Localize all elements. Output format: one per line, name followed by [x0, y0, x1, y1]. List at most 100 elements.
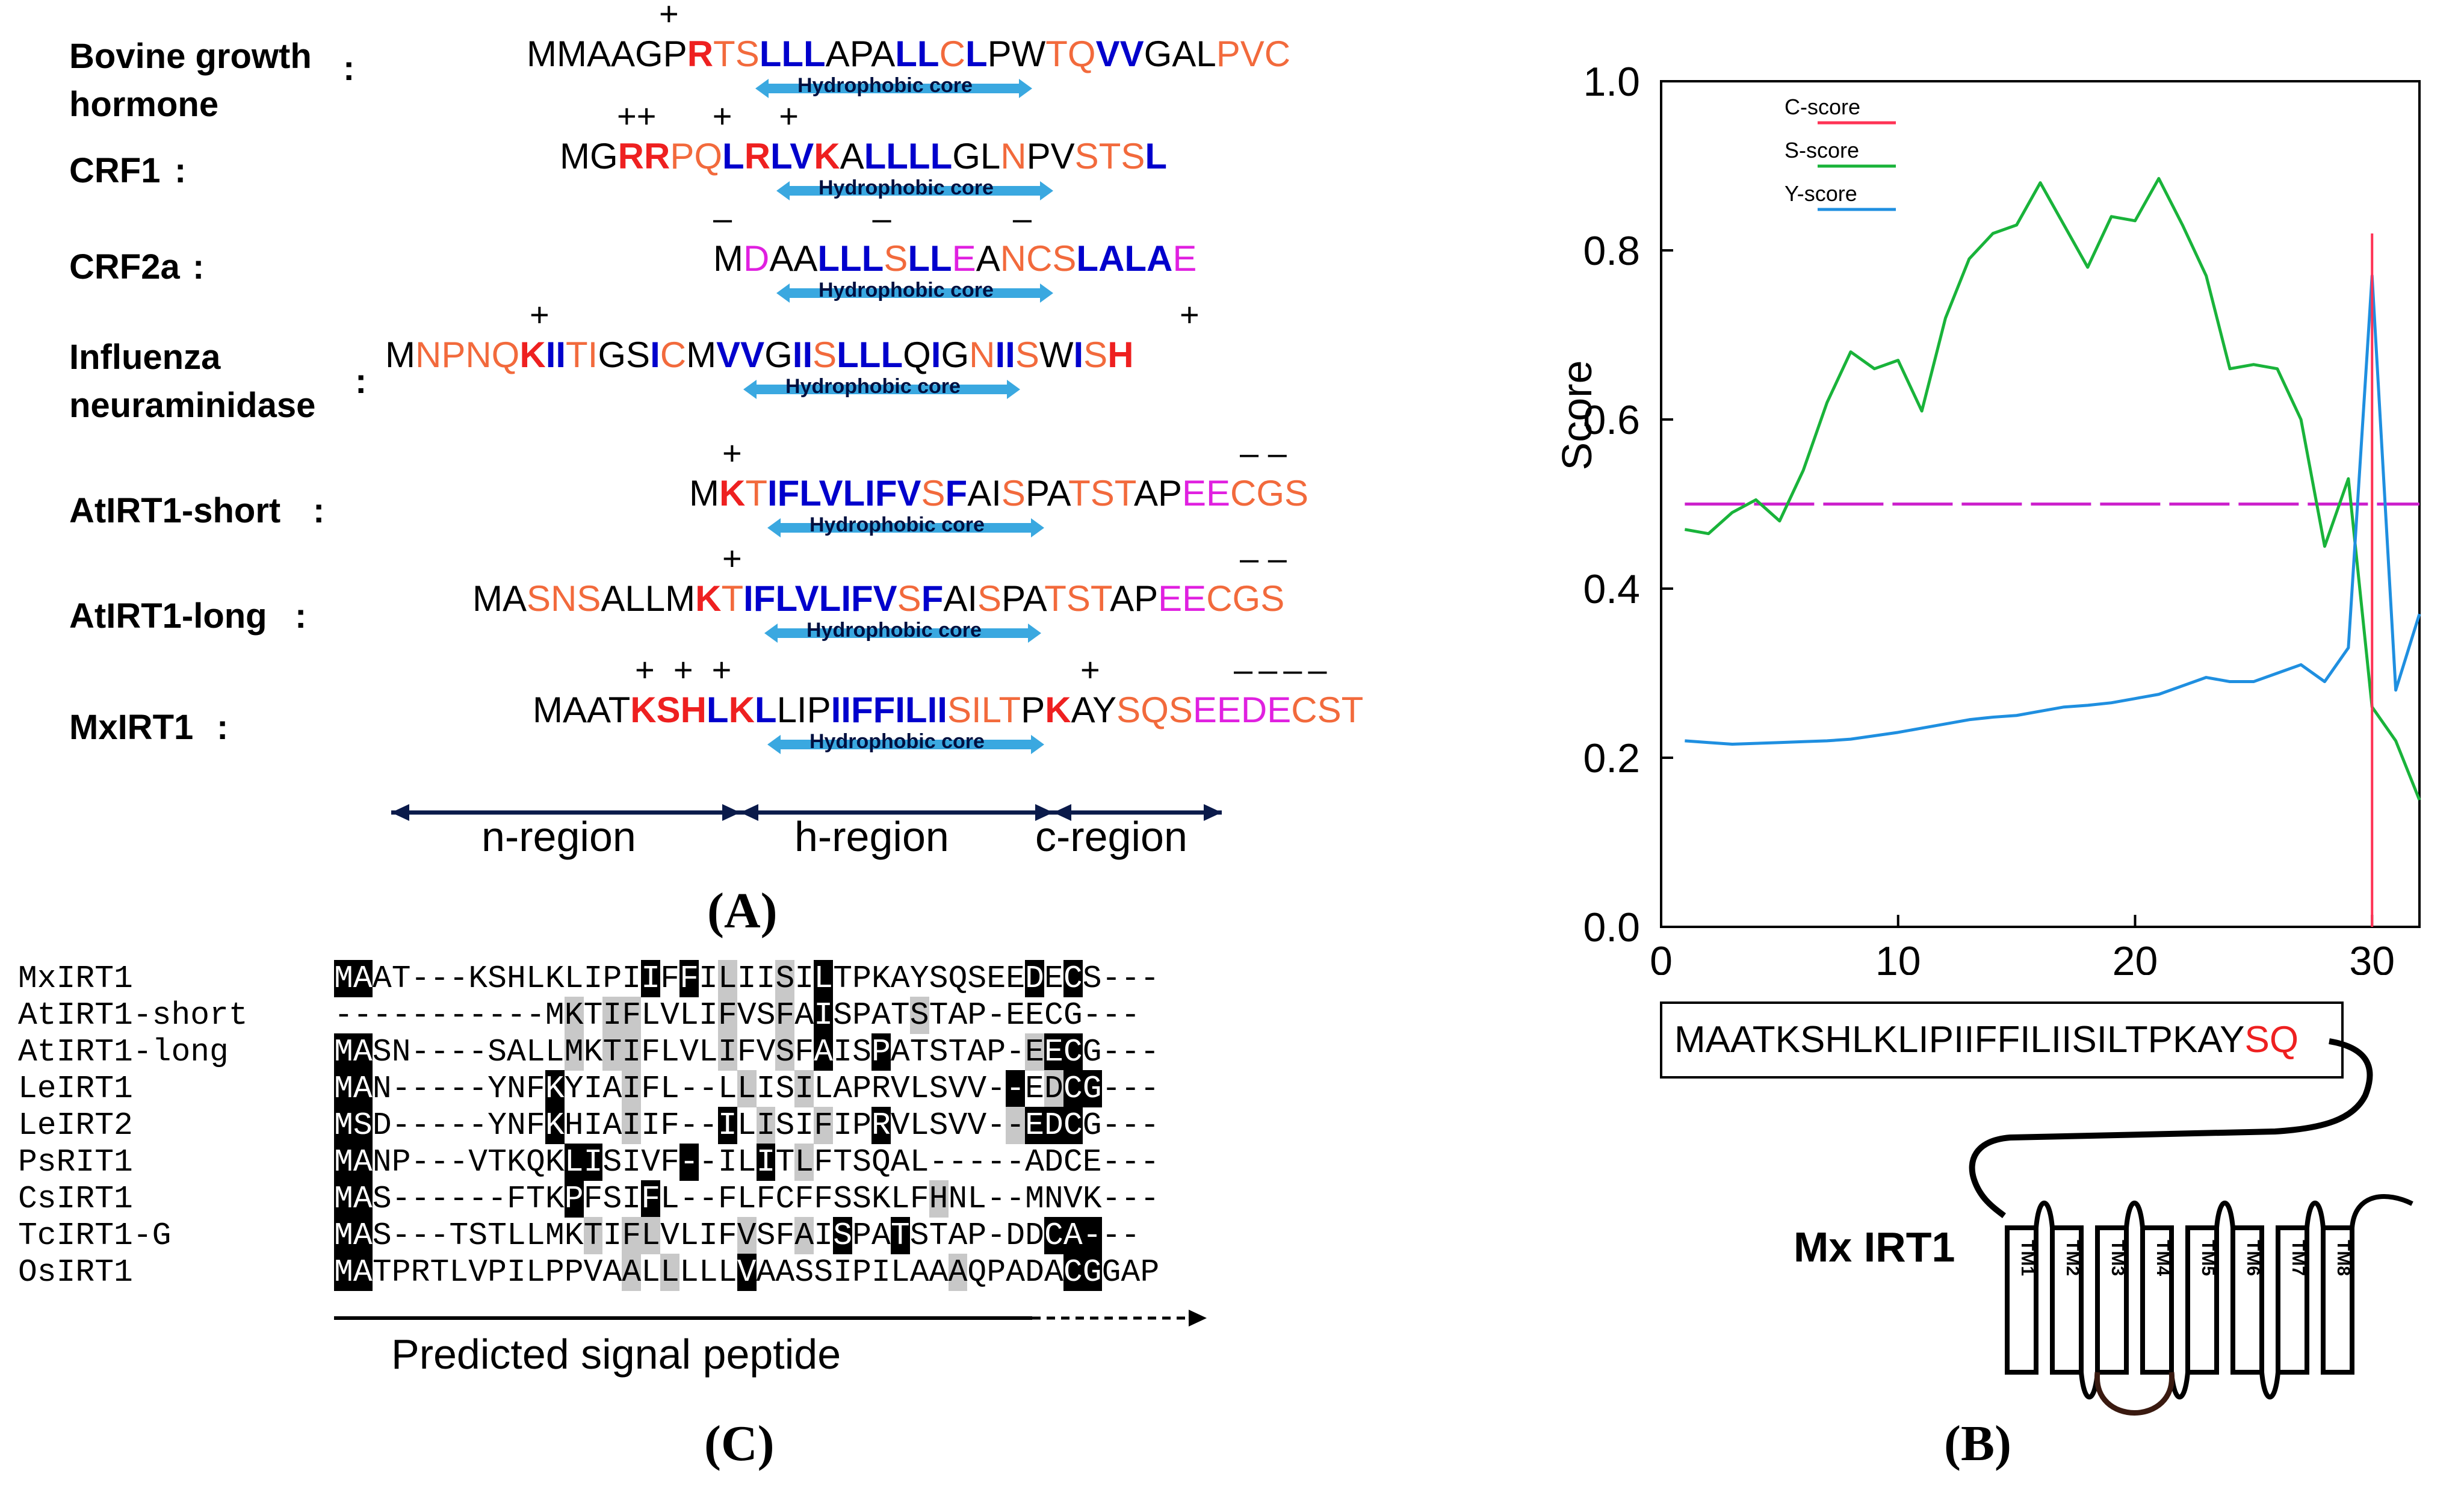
alignment-residue: L	[794, 1144, 814, 1181]
alignment-residue: -	[929, 1144, 949, 1180]
alignment-residue: -	[410, 997, 430, 1033]
residue-group: G	[941, 335, 970, 375]
alignment-residue: E	[1006, 997, 1026, 1033]
residue-group: S	[1001, 473, 1026, 513]
alignment-residue: L	[890, 1254, 910, 1290]
alignment-residue: L	[717, 1254, 737, 1290]
alignment-residue: L	[890, 1181, 910, 1217]
alignment-residue: -	[1101, 1107, 1121, 1144]
protein-name: hormone	[69, 85, 219, 124]
alignment-residue: F	[641, 1071, 661, 1107]
alignment-residue: P	[391, 1254, 411, 1290]
alignment-residue: S	[929, 961, 949, 997]
hydrophobic-core-arrow	[767, 518, 1044, 537]
residue-group: II	[792, 335, 813, 375]
alignment-residue: G	[1082, 1254, 1102, 1291]
predicted-signal-peptide-label: Predicted signal peptide	[391, 1331, 841, 1378]
alignment-sequence: MATPRTLVPILPPVAALLLLLVAASSIPILAAAQPADACG…	[334, 1254, 1159, 1291]
alignment-residue: E	[1025, 1071, 1044, 1107]
hydrophobic-core-arrow	[767, 735, 1044, 754]
residue-group: LLL	[817, 238, 884, 279]
y-tick-label: 1.0	[1583, 59, 1640, 105]
tm-helix	[2276, 1225, 2309, 1375]
residue-group: K	[1045, 690, 1071, 730]
alignment-residue: -	[1101, 1071, 1121, 1107]
residue-group: K	[695, 578, 722, 619]
residue-group: STS	[1074, 136, 1145, 176]
alignment-residue: E	[1025, 997, 1044, 1033]
alignment-residue: S	[372, 1181, 392, 1217]
alignment-residue: T	[833, 961, 852, 997]
alignment-residue: A	[353, 1033, 373, 1071]
alignment-residue: -	[1121, 1034, 1141, 1070]
alignment-residue: Q	[967, 1254, 987, 1290]
alignment-residue: V	[890, 1071, 910, 1107]
alignment-residue: -	[353, 997, 373, 1033]
residue-group: IFLVLIFV	[743, 578, 897, 619]
alignment-residue: S	[468, 1218, 488, 1254]
alignment-residue: A	[372, 961, 392, 997]
alignment-residue: G	[1082, 1070, 1102, 1107]
alignment-residue: -	[488, 997, 507, 1033]
signal-peptide-arrow	[334, 1310, 1207, 1326]
alignment-residue: I	[794, 1070, 814, 1107]
residue-group: LLL	[837, 335, 903, 375]
residue-group: M	[713, 238, 743, 279]
alignment-residue: F	[717, 997, 737, 1034]
alignment-residue: P	[391, 1144, 411, 1180]
alignment-residue: -	[334, 997, 353, 1033]
alignment-residue: T	[890, 997, 910, 1033]
residue-group: I	[930, 335, 941, 375]
residue-group: MMAAGP	[527, 34, 687, 74]
alignment-residue: V	[890, 1107, 910, 1144]
alignment-residue: -	[1101, 1034, 1121, 1070]
residue-group: II	[545, 335, 566, 375]
sequence: MASNSALLMKTIFLVLIFVSFAISPATSTAPEECGS	[472, 578, 1284, 620]
name-colon: :	[217, 708, 229, 747]
residue-group: EEDE	[1192, 690, 1292, 730]
alignment-residue: V	[660, 997, 679, 1033]
alignment-residue: T	[602, 1033, 622, 1071]
residue-group: L	[722, 136, 744, 176]
alignment-residue: -	[391, 1181, 411, 1217]
residue-group: S	[884, 238, 908, 279]
sequence: MGRRPQLRLVKALLLLGLNPVSTSL	[560, 135, 1167, 178]
alignment-residue: K	[564, 1218, 584, 1254]
alignment-residue: A	[794, 997, 814, 1033]
alignment-seq-name: PsRIT1	[18, 1144, 133, 1180]
extracellular-loop	[2034, 1200, 2055, 1228]
hydrophobic-core-label: Hydrophobic core	[819, 279, 994, 302]
alignment-residue: N	[372, 1071, 392, 1107]
alignment-residue: V	[967, 1071, 987, 1107]
y-tick-label: 0.2	[1583, 735, 1640, 781]
protein-name: CRF2a	[69, 247, 180, 286]
alignment-residue: T	[890, 1217, 910, 1254]
residue-group: S	[1015, 335, 1039, 375]
membrane-topology-diagram: TM1 TM2 TM3 TM4 TM5 TM6 TM7 TM8	[1969, 1038, 2413, 1416]
alignment-residue: H	[929, 1180, 949, 1218]
alignment-residue: T	[488, 1218, 507, 1254]
panel-b: 0.0 0.2 0.4 0.6 0.8 1.0 0 10 20 30 C-score S-score Y…	[1493, 0, 2464, 1489]
alignment-residue: S	[353, 1107, 373, 1144]
alignment-residue: R	[871, 1071, 891, 1107]
alignment-residue: C	[1044, 997, 1063, 1033]
alignment-residue: P	[852, 961, 871, 997]
residue-group: TST	[1044, 578, 1110, 619]
alignment-residue: R	[871, 1107, 891, 1144]
alignment-residue: V	[468, 1254, 488, 1290]
alignment-residue: L	[660, 1254, 680, 1291]
alignment-residue: V	[737, 1254, 757, 1291]
alignment-residue: D	[372, 1107, 392, 1144]
alignment-residue: L	[698, 1034, 718, 1070]
alignment-residue: L	[737, 1070, 757, 1107]
alignment-residue: L	[737, 1144, 757, 1180]
alignment-residue: P	[852, 1071, 871, 1107]
alignment-residue: -	[986, 1144, 1006, 1180]
residue-group: SQS	[1116, 690, 1193, 730]
arrow-head	[1189, 1310, 1207, 1326]
alignment-residue: G	[1063, 997, 1083, 1033]
alignment-residue: -	[1140, 1034, 1160, 1070]
alignment-residue: -	[430, 1034, 450, 1070]
alignment-residue: K	[871, 1181, 891, 1217]
alignment-residue: P	[545, 1254, 565, 1290]
